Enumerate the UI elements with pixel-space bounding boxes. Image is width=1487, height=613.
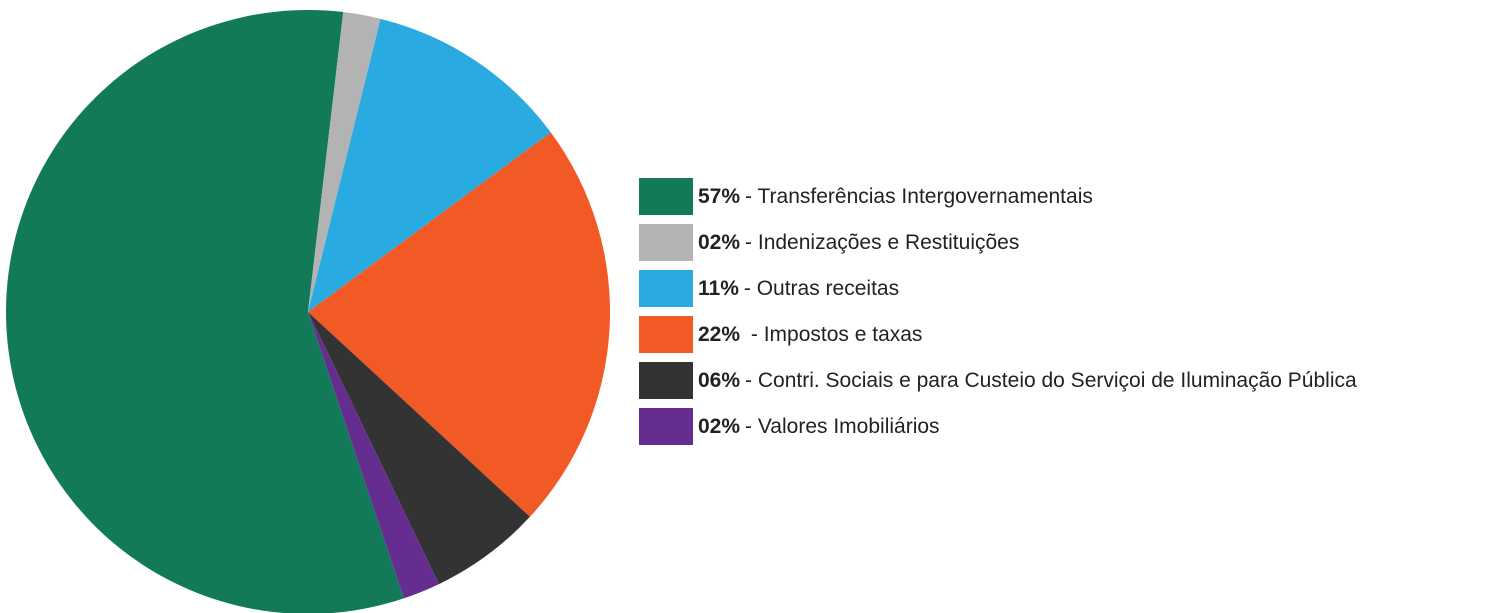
legend-swatch <box>639 316 693 353</box>
legend-label: 57% - Transferências Intergovernamentais <box>698 185 1093 208</box>
pie-slice <box>308 18 551 312</box>
legend-label: 22% - Impostos e taxas <box>698 323 922 346</box>
legend-name: - Valores Imobiliários <box>745 415 940 438</box>
legend-swatch <box>639 408 693 445</box>
legend-value: 11% <box>698 277 739 300</box>
pie-slice <box>6 10 404 613</box>
legend-name: - Transferências Intergovernamentais <box>745 185 1093 208</box>
legend-label: 02% - Valores Imobiliários <box>698 415 940 438</box>
legend-swatch <box>639 362 693 399</box>
legend-name: - Impostos e taxas <box>745 323 922 346</box>
legend-value: 22% <box>698 323 740 346</box>
legend-value: 02% <box>698 415 740 438</box>
legend-name: - Indenizações e Restituições <box>745 231 1019 254</box>
legend-label: 11% - Outras receitas <box>698 277 899 300</box>
legend-name: - Contri. Sociais e para Custeio do Serv… <box>745 369 1357 392</box>
pie-slice <box>308 132 610 517</box>
pie-slice <box>308 312 439 599</box>
legend-label: 02% - Indenizações e Restituições <box>698 231 1019 254</box>
legend-value: 02% <box>698 231 740 254</box>
legend-swatch <box>639 178 693 215</box>
legend-value: 57% <box>698 185 740 208</box>
pie-slice <box>308 12 381 312</box>
legend-name: - Outras receitas <box>744 277 899 300</box>
legend-label: 06% - Contri. Sociais e para Custeio do S… <box>698 369 1357 392</box>
legend-swatch <box>639 224 693 261</box>
legend-value: 06% <box>698 369 740 392</box>
legend-swatch <box>639 270 693 307</box>
pie-slice <box>308 312 530 585</box>
